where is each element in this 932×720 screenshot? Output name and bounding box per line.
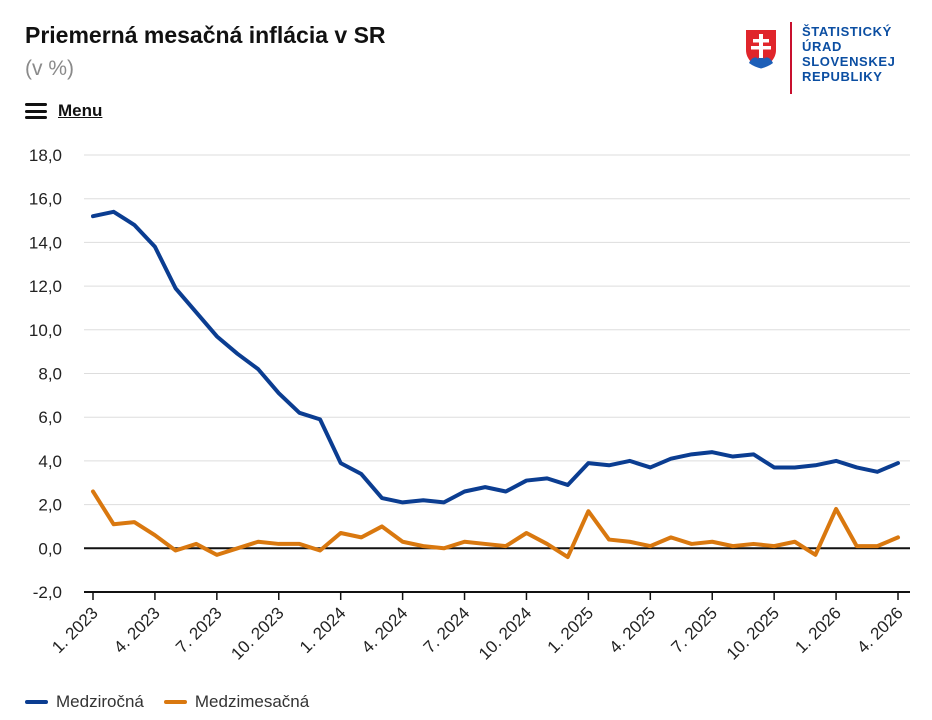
x-tick-label: 4. 2023 xyxy=(110,603,164,657)
legend-swatch-medzimesacna xyxy=(163,700,187,704)
series-line-medzirocna xyxy=(91,209,900,505)
y-tick-label: 8,0 xyxy=(38,365,62,384)
x-tick-label: 4. 2025 xyxy=(606,603,660,657)
chart-legend: Medziročná Medzimesačná xyxy=(25,692,329,712)
y-tick-label: 12,0 xyxy=(29,277,62,296)
chart-subtitle: (v %) xyxy=(25,57,74,80)
legend-item-medzimesacna[interactable]: Medzimesačná xyxy=(163,692,310,712)
legend-item-medzirocna[interactable]: Medziročná xyxy=(25,692,144,712)
legend-label-medzimesacna: Medzimesačná xyxy=(194,692,310,711)
y-tick-label: 10,0 xyxy=(29,321,62,340)
y-tick-label: 6,0 xyxy=(38,408,62,427)
x-tick-label: 1. 2023 xyxy=(48,603,102,657)
coat-of-arms-icon xyxy=(743,27,779,72)
y-tick-label: 2,0 xyxy=(38,496,62,515)
y-tick-label: 4,0 xyxy=(38,452,62,471)
y-tick-label: -2,0 xyxy=(33,583,62,602)
x-tick-label: 10. 2024 xyxy=(475,603,535,663)
hamburger-icon xyxy=(25,103,47,119)
y-tick-label: 16,0 xyxy=(29,190,62,209)
logo-line: REPUBLIKY xyxy=(802,69,883,84)
x-tick-label: 7. 2024 xyxy=(420,603,474,657)
y-tick-label: 14,0 xyxy=(29,233,62,252)
inflation-line-chart: -2,0 0,0 2,0 4,0 6,0 8,0 10,0 12,0 14,0 16,0 18,0 1… xyxy=(29,146,910,664)
statistical-office-logo[interactable]: ŠTATISTICKÝ ÚRAD SLOVENSKEJ REPUBLIKY xyxy=(742,22,912,94)
x-tick-label: 4. 2024 xyxy=(358,603,412,657)
series-line-medzimesacna xyxy=(91,489,900,560)
chart-title: Priemerná mesačná inflácia v SR xyxy=(25,22,386,48)
y-tick-label: 18,0 xyxy=(29,146,62,165)
logo-divider xyxy=(790,22,792,94)
x-tick-label: 10. 2023 xyxy=(227,603,287,663)
logo-line: ŠTATISTICKÝ xyxy=(802,24,892,39)
logo-line: ÚRAD xyxy=(802,39,842,54)
logo-text: ŠTATISTICKÝ ÚRAD SLOVENSKEJ REPUBLIKY xyxy=(802,24,895,84)
x-tick-label: 4. 2026 xyxy=(853,603,907,657)
x-tick-label: 1. 2024 xyxy=(296,603,350,657)
x-tick-label: 1. 2025 xyxy=(544,603,598,657)
menu-button[interactable]: Menu xyxy=(25,101,102,121)
legend-label-medzirocna: Medziročná xyxy=(56,692,144,711)
x-tick-label: 7. 2025 xyxy=(668,603,722,657)
menu-label: Menu xyxy=(58,101,103,120)
x-tick-label: 1. 2026 xyxy=(791,603,845,657)
x-tick-label: 10. 2025 xyxy=(723,603,783,663)
logo-line: SLOVENSKEJ xyxy=(802,54,896,69)
y-tick-label: 0,0 xyxy=(38,539,62,558)
legend-swatch-medzirocna xyxy=(25,700,48,704)
x-tick-label: 7. 2023 xyxy=(172,603,226,657)
